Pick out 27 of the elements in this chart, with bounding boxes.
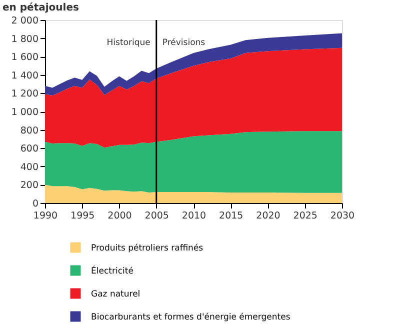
y-tick-label: 1 600 [11,52,38,64]
x-tick-label: 2015 [219,210,244,222]
y-tick-label: 200 [20,180,38,192]
y-tick-label: 1 000 [11,107,38,118]
x-tick-label: 1990 [33,210,58,222]
legend-label: Électricité [91,266,134,276]
annotation: Prévisions [162,38,206,48]
y-tick-label: 800 [20,125,38,136]
x-tick-label: 2000 [108,210,132,222]
x-tick-label: 2025 [293,210,318,222]
y-tick-label: 0 [32,198,38,210]
y-tick-label: 600 [20,144,38,155]
x-tick-label: 1995 [70,210,95,222]
legend-label: Gaz naturel [91,290,140,300]
legend-label: Produits pétroliers raffinés [91,244,204,254]
y-tick-label: 1 800 [11,34,38,45]
legend-label: Biocarburants et formes d'énergie émergentes [91,312,291,322]
x-tick-label: 2010 [182,210,206,222]
y-tick-label: 1 200 [11,88,38,100]
annotation: Historique [106,38,150,48]
y-tick-label: 400 [20,162,38,173]
y-axis-title: en pétajoules [2,2,79,14]
x-tick-label: 2005 [144,210,169,222]
y-tick-label: 1 400 [11,70,38,82]
y-tick-label: 2 000 [11,16,38,26]
x-tick-label: 2030 [330,210,355,222]
x-tick-label: 2020 [256,210,280,222]
